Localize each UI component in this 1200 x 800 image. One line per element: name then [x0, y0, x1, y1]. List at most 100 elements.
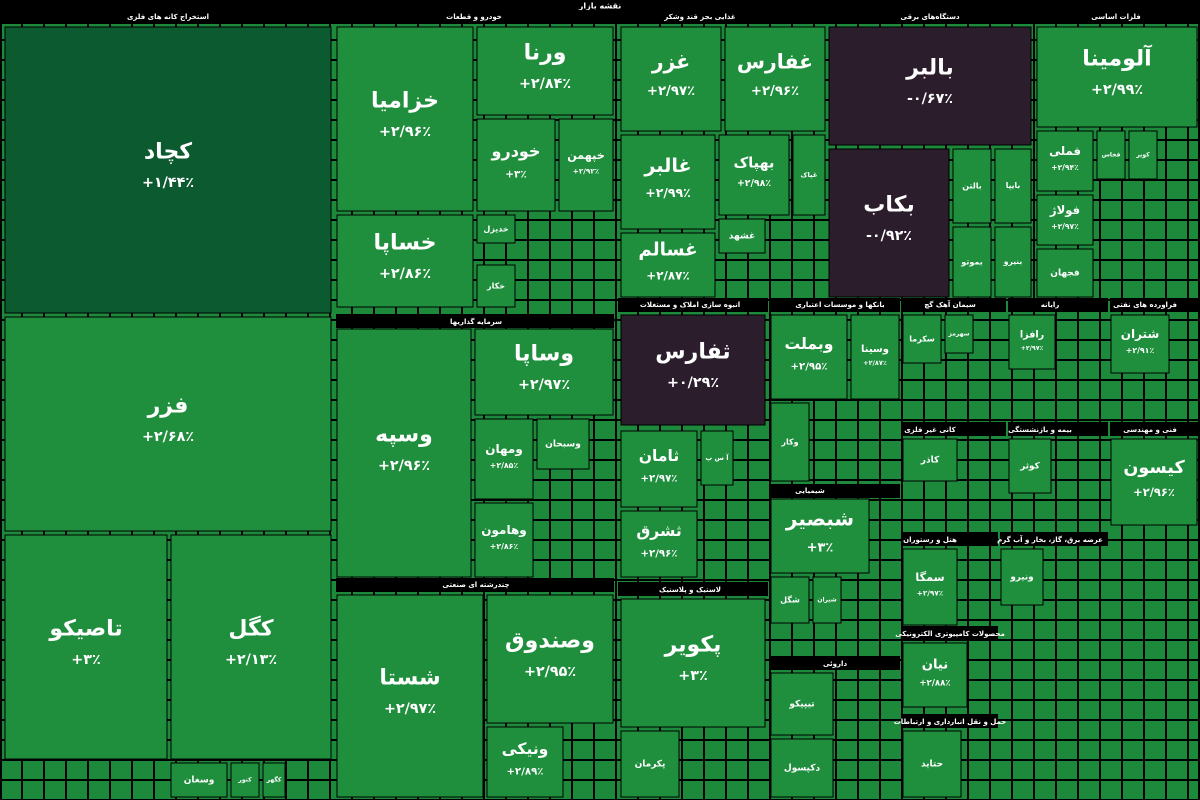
stock-name: کویر [1135, 152, 1150, 159]
stock-tile [952, 148, 992, 224]
stock-name: وبملت [785, 335, 834, 353]
sector-header-bar [1008, 298, 1108, 312]
stock-tile [474, 328, 614, 416]
stock-change: +۲/۹۶٪ [378, 458, 430, 474]
stock-tile [1000, 548, 1044, 606]
sector-header-bar [1110, 422, 1198, 436]
stock-change: +۲/۹۶٪ [751, 84, 799, 99]
stock-tile [770, 314, 848, 400]
stock-change: -۰/۹۲٪ [866, 228, 912, 244]
sector-header-bar [1034, 10, 1198, 24]
sector-name: رایانه [1041, 301, 1060, 309]
stock-name: ثامان [639, 447, 680, 465]
sector-header-bar [1008, 422, 1108, 436]
stock-tile [902, 548, 958, 626]
stock-name: آلومینا [1082, 43, 1152, 71]
stock-name: بالتن [962, 182, 981, 191]
stock-name: تیپیکو [788, 700, 814, 710]
stock-name: سکرما [909, 335, 935, 344]
stock-change: +۲/۱۳٪ [225, 652, 277, 668]
stock-name: فزر [147, 393, 189, 418]
stock-name: وهامون [481, 523, 526, 538]
sector-name: چندرشته ای صنعتی [442, 581, 509, 589]
stock-name: وسپه [375, 422, 433, 447]
stock-name: بالبر [905, 55, 953, 80]
stock-tile [1036, 26, 1198, 128]
stock-tile [724, 26, 826, 132]
stock-tile [718, 134, 790, 216]
stock-tile [1008, 314, 1056, 370]
stock-tile [620, 26, 722, 132]
stock-tile [476, 214, 516, 244]
stock-name: وکار [780, 438, 798, 447]
sector-name: استخراج کانه های فلزی [127, 13, 209, 21]
sector-header-bar [770, 298, 900, 312]
sector-name: بانکها و موسسات اعتباری [795, 301, 885, 309]
stock-name: شتران [1121, 327, 1160, 341]
stock-name: آ س پ [705, 453, 729, 462]
stock-change: +۳٪ [71, 652, 100, 668]
stock-tile [994, 148, 1032, 224]
sector-header-bar [618, 582, 768, 596]
stock-change: +۲/۹۹٪ [645, 185, 690, 200]
sector-name: عرضه برق، گاز، بخار و آب گرم [997, 535, 1103, 544]
stock-tile [902, 730, 962, 798]
stock-change: +۲/۹۷٪ [518, 377, 570, 393]
stock-name: رافزا [1020, 329, 1044, 340]
stock-change: +۲/۹۴٪ [1051, 163, 1079, 172]
stock-name: خودرو [491, 142, 541, 161]
stock-tile [476, 26, 614, 116]
sector-name: داروئی [823, 660, 847, 668]
stock-name: بکاب [863, 192, 914, 217]
stock-tile [262, 762, 286, 798]
stock-tile [850, 314, 900, 400]
stock-change: +۲/۹۵٪ [524, 664, 576, 680]
stock-name: کیسون [1123, 458, 1185, 478]
stock-name: خزامیا [371, 88, 439, 113]
stock-tile [1096, 130, 1126, 180]
stock-name: شستا [379, 665, 440, 690]
stock-tile [476, 264, 516, 308]
sector-name: فنی و مهندسی [1123, 426, 1177, 434]
stock-tile [336, 26, 474, 212]
sector-name: محصولات کامپیوتری الکترونیکی [895, 630, 1005, 638]
stock-name: پکویر [664, 632, 722, 657]
stock-name: خکار [486, 282, 505, 291]
sector-header-bar [902, 626, 998, 640]
stock-name: خساپا [373, 230, 436, 255]
stock-change: +۲/۶۸٪ [142, 429, 194, 445]
stock-tile [1128, 130, 1158, 180]
stock-change: +۲/۹۹٪ [1091, 82, 1143, 98]
sector-name: غذایی بجز قند وشکر [663, 13, 736, 21]
sector-header-bar [336, 578, 614, 592]
sector-header-bar [1000, 532, 1108, 546]
stock-name: ورنا [524, 40, 567, 65]
stock-change: +۲/۹۵٪ [791, 361, 828, 372]
stock-name: کگل [228, 614, 273, 641]
stock-name: پکرمان [635, 760, 666, 770]
stock-name: سهرمز [947, 331, 969, 338]
stock-name: سمگا [915, 570, 944, 584]
stock-tile [828, 26, 1032, 146]
stock-change: +۲/۸۶٪ [379, 266, 431, 282]
stock-change: -۰/۶۷٪ [907, 91, 953, 107]
stock-change: +۲/۹۷٪ [641, 473, 678, 484]
stock-name: ومهان [485, 442, 523, 457]
stock-name: کگهر [266, 776, 282, 784]
stock-tile [620, 314, 766, 426]
stock-change: +۲/۹۸٪ [737, 178, 771, 189]
stock-tile [486, 594, 614, 724]
stock-name: ونیکی [502, 740, 549, 758]
stock-name: ونیرو [1009, 573, 1033, 583]
sector-header-bar [902, 714, 998, 728]
stock-tile [620, 510, 698, 578]
stock-tile [536, 418, 590, 470]
stock-name: کنور [237, 777, 252, 784]
stock-tile [828, 148, 950, 298]
stock-tile [770, 402, 810, 482]
stock-change: +۲/۹۷٪ [917, 589, 943, 598]
stock-tile [994, 226, 1032, 298]
stock-tile [1110, 438, 1198, 526]
stock-tile [474, 502, 534, 578]
